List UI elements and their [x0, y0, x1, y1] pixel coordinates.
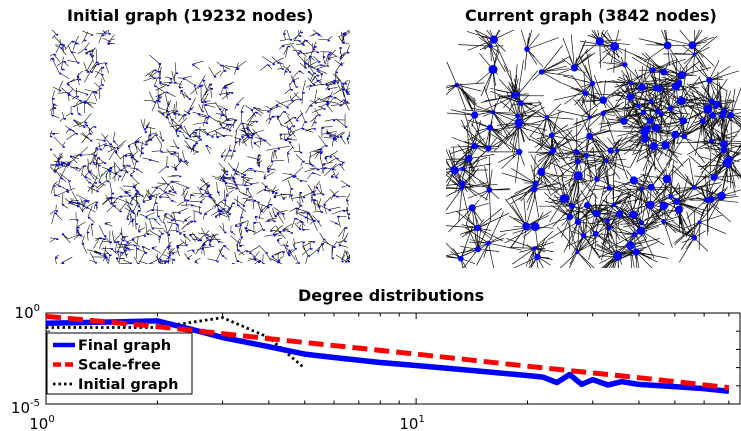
degree-chart-title: Degree distributions [298, 286, 485, 305]
x-tick-label: 100 [29, 414, 54, 431]
current-graph-title: Current graph (3842 nodes) [465, 6, 717, 25]
x-tick-label: 101 [399, 414, 424, 431]
current-graph-nodes [450, 35, 735, 262]
initial-graph-plot [50, 30, 350, 264]
legend-label: Initial graph [78, 377, 178, 393]
initial-graph-edges [50, 30, 350, 264]
current-graph-edges [446, 30, 741, 268]
current-graph-plot [446, 30, 741, 268]
plot-frame [45, 312, 741, 405]
series-line-solid [45, 318, 730, 395]
initial-graph-title: Initial graph (19232 nodes) [67, 6, 314, 25]
legend-label: Scale-free [78, 358, 161, 374]
legend-label: Final graph [78, 338, 171, 354]
chart-series [45, 313, 730, 395]
series-line-dashed [45, 313, 730, 391]
chart-legend: Final graph Scale-free Initial graph [46, 332, 193, 395]
y-tick-label: 100 [15, 303, 40, 322]
